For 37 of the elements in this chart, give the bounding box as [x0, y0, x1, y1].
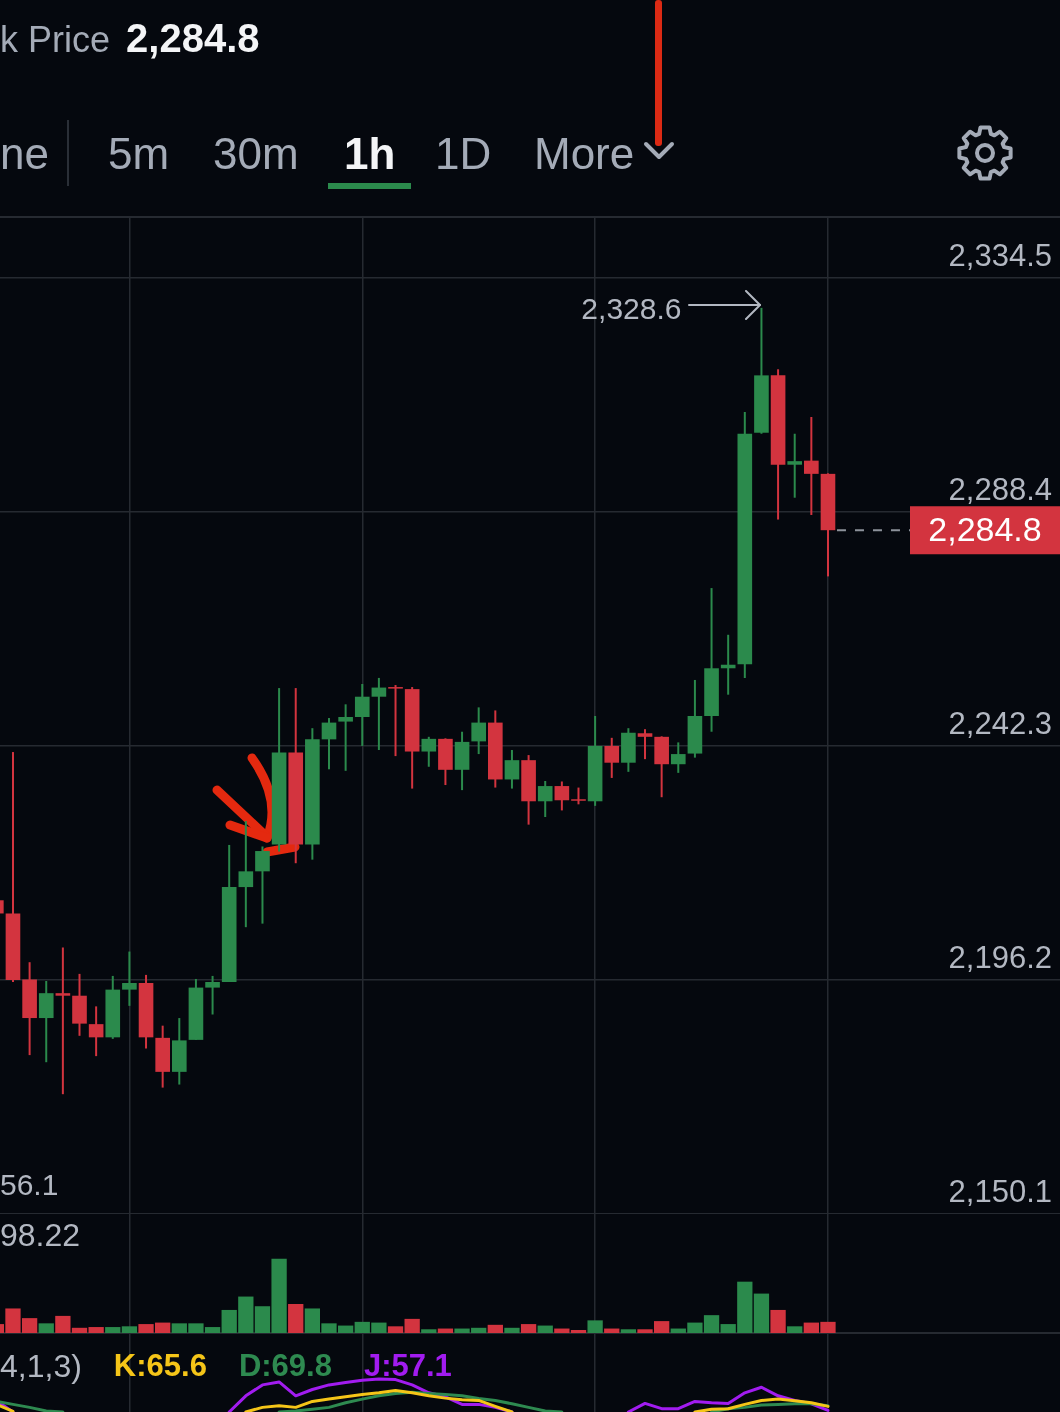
- bar: [404, 1318, 420, 1333]
- bar: [487, 1324, 503, 1333]
- bar: [620, 1329, 637, 1333]
- y-tick-label: 2,150.1: [948, 1174, 1052, 1210]
- text: 5m: [108, 129, 170, 178]
- bar: [504, 1327, 520, 1333]
- bar: [537, 1325, 553, 1333]
- y-tick-label: 2,242.3: [948, 706, 1052, 741]
- annotation: 2,328.6: [581, 290, 682, 327]
- bar: [787, 1326, 803, 1333]
- bar: [587, 1320, 603, 1333]
- bar: [121, 1326, 138, 1333]
- text: ne: [0, 129, 49, 178]
- chart-title: 4,1,3): [0, 1348, 82, 1384]
- y-tick-label: 2,288.4: [948, 471, 1052, 507]
- text: 1h: [344, 129, 396, 178]
- series-label: K:65.6: [113, 1348, 207, 1384]
- chart-subtitle: 2,284.8: [126, 16, 260, 61]
- text: More: [534, 129, 635, 178]
- bar: [770, 1309, 786, 1333]
- bar: [288, 1303, 304, 1333]
- y-tick-label: 2,196.2: [948, 940, 1052, 976]
- series-label: D:69.8: [238, 1348, 332, 1384]
- text: 98.22: [0, 1217, 81, 1253]
- text: 1D: [435, 129, 492, 178]
- bar: [387, 1326, 404, 1333]
- bar: [105, 1327, 121, 1333]
- bar: [38, 1323, 54, 1333]
- ref-line-label: 2,284.8: [928, 509, 1042, 548]
- bar: [421, 1329, 437, 1333]
- text: 30m: [213, 129, 299, 178]
- y-tick-label: 2,334.5: [948, 237, 1052, 273]
- bar: [753, 1293, 770, 1333]
- series-label: J:57.1: [363, 1348, 452, 1384]
- bar: [520, 1324, 537, 1333]
- chart-title: k Price: [0, 19, 111, 61]
- annotation: 56.1: [0, 1167, 59, 1203]
